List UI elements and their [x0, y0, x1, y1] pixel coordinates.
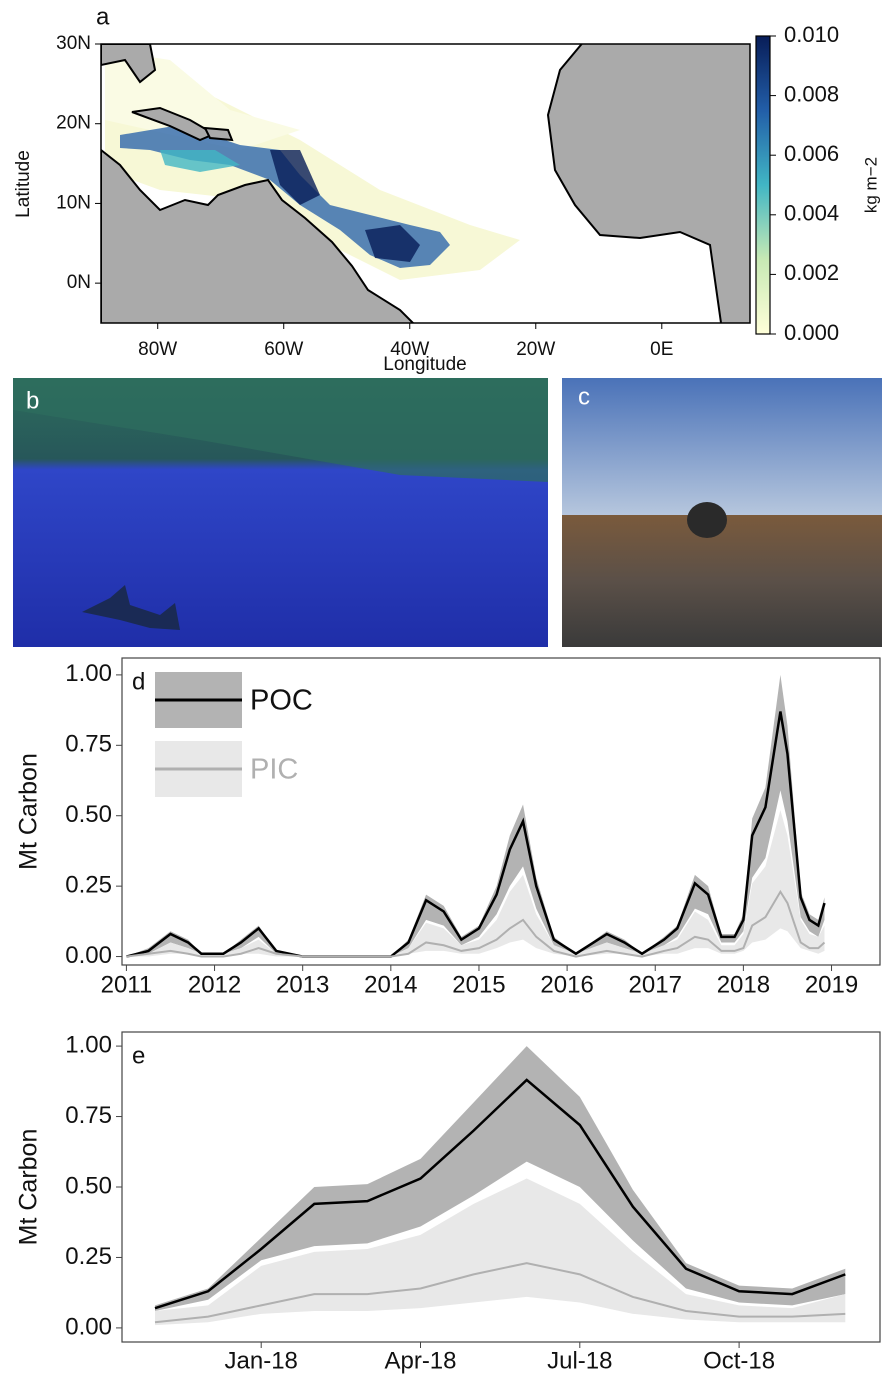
x-tick-label: 40W: [390, 339, 429, 360]
map-frame: [100, 43, 751, 324]
panel-label: d: [132, 668, 145, 695]
colorbar-tick-label: 0.000: [784, 320, 839, 345]
x-tick-label: 2012: [188, 971, 241, 998]
y-tick-label: 0.75: [65, 1102, 112, 1129]
y-tick-label: 1.00: [65, 660, 112, 687]
y-tick-label: 0.00: [65, 942, 112, 969]
diver: [82, 585, 180, 630]
map-panel: [100, 43, 751, 324]
y-axis-label: Latitude: [13, 150, 34, 218]
y-tick-label: 0N: [67, 272, 91, 293]
x-tick-label: 2016: [540, 971, 593, 998]
uncertainty-band: [155, 1046, 846, 1311]
colorbar-label: kg m−2: [861, 157, 880, 213]
colorbar-tick-label: 0.002: [784, 260, 839, 285]
legend-label: PIC: [250, 754, 298, 786]
x-tick-label: 2015: [452, 971, 505, 998]
series-line: [126, 889, 826, 958]
land: [546, 44, 750, 323]
y-tick-label: 0.00: [65, 1313, 112, 1340]
colorbar-tick-label: 0.010: [784, 22, 839, 47]
y-tick-label: 0.50: [65, 801, 112, 828]
x-tick-label: 2011: [101, 971, 153, 998]
colorbar-tick-label: 0.008: [784, 81, 839, 106]
land: [101, 44, 157, 84]
series-line: [154, 1078, 846, 1310]
y-tick-label: 0.25: [65, 1243, 112, 1270]
x-tick-label: 20W: [516, 339, 555, 360]
panel-label: b: [26, 387, 39, 414]
x-tick-label: Jan-18: [225, 1347, 298, 1374]
uncertainty-band: [126, 810, 825, 957]
y-tick-label: 10N: [56, 192, 91, 213]
x-tick-label: 2014: [364, 971, 417, 998]
sargassum-field: [562, 515, 882, 647]
photo-c: [562, 378, 882, 647]
sargassum-mat: [13, 378, 548, 482]
legend-label: POC: [250, 685, 313, 717]
x-tick-label: Jul-18: [547, 1347, 612, 1374]
series-line: [126, 711, 826, 958]
x-tick-label: 2018: [717, 971, 770, 998]
land: [101, 148, 415, 323]
y-tick-label: 1.00: [65, 1031, 112, 1058]
x-tick-label: 2019: [805, 971, 858, 998]
x-axis-label: Longitude: [383, 354, 466, 375]
x-tick-label: 0E: [650, 339, 673, 360]
sky: [562, 378, 882, 518]
sargassum-low: [105, 50, 300, 150]
sargassum-patch: [270, 150, 320, 205]
buoy: [687, 502, 727, 538]
y-tick-label: 30N: [56, 33, 91, 54]
colorbar: [755, 35, 771, 335]
panel-label: e: [132, 1042, 145, 1069]
y-tick-label: 0.75: [65, 731, 112, 758]
panel-label: a: [96, 3, 110, 30]
x-tick-label: 2013: [276, 971, 329, 998]
y-tick-label: 0.50: [65, 1172, 112, 1199]
sargassum-patch: [160, 150, 240, 172]
photo-b: [13, 378, 548, 647]
y-tick-label: 20N: [56, 113, 91, 134]
x-tick-label: Apr-18: [384, 1347, 456, 1374]
y-axis-label: Mt Carbon: [15, 753, 43, 870]
sargassum-patch: [365, 225, 420, 262]
y-tick-label: 0.25: [65, 871, 112, 898]
series-line: [154, 1262, 846, 1324]
x-tick-label: 2017: [629, 971, 682, 998]
colorbar-tick-label: 0.006: [784, 141, 839, 166]
y-axis-label: Mt Carbon: [15, 1129, 43, 1246]
x-tick-label: Oct-18: [703, 1347, 775, 1374]
colorbar-tick-label: 0.004: [784, 201, 839, 226]
uncertainty-band: [155, 1178, 846, 1326]
x-tick-label: 60W: [264, 339, 303, 360]
land: [203, 126, 234, 142]
panel-label: c: [578, 383, 590, 410]
x-tick-label: 80W: [138, 339, 177, 360]
